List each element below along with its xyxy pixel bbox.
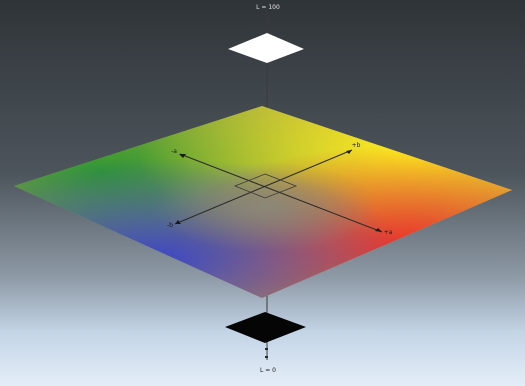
blue-axis-label: -b [167, 222, 173, 229]
white-plane [228, 33, 304, 63]
green-axis-label: -a [171, 148, 177, 155]
center-square [233, 173, 298, 199]
bottom-lightness-label: L = 0 [259, 367, 277, 374]
green-arrow [179, 154, 186, 158]
top-lightness-label: L = 100 [256, 4, 280, 11]
red-axis-label: +a [383, 229, 393, 236]
red-arrow [375, 228, 382, 232]
axis-marker [265, 348, 268, 350]
yellow-axis-label: +b [351, 142, 361, 149]
yellow-arrow [346, 150, 352, 154]
blue-arrow [175, 220, 181, 224]
green-red-axis [179, 153, 383, 233]
axis-marker [265, 356, 268, 358]
blue-yellow-axis [174, 149, 353, 225]
black-plane [225, 312, 306, 343]
